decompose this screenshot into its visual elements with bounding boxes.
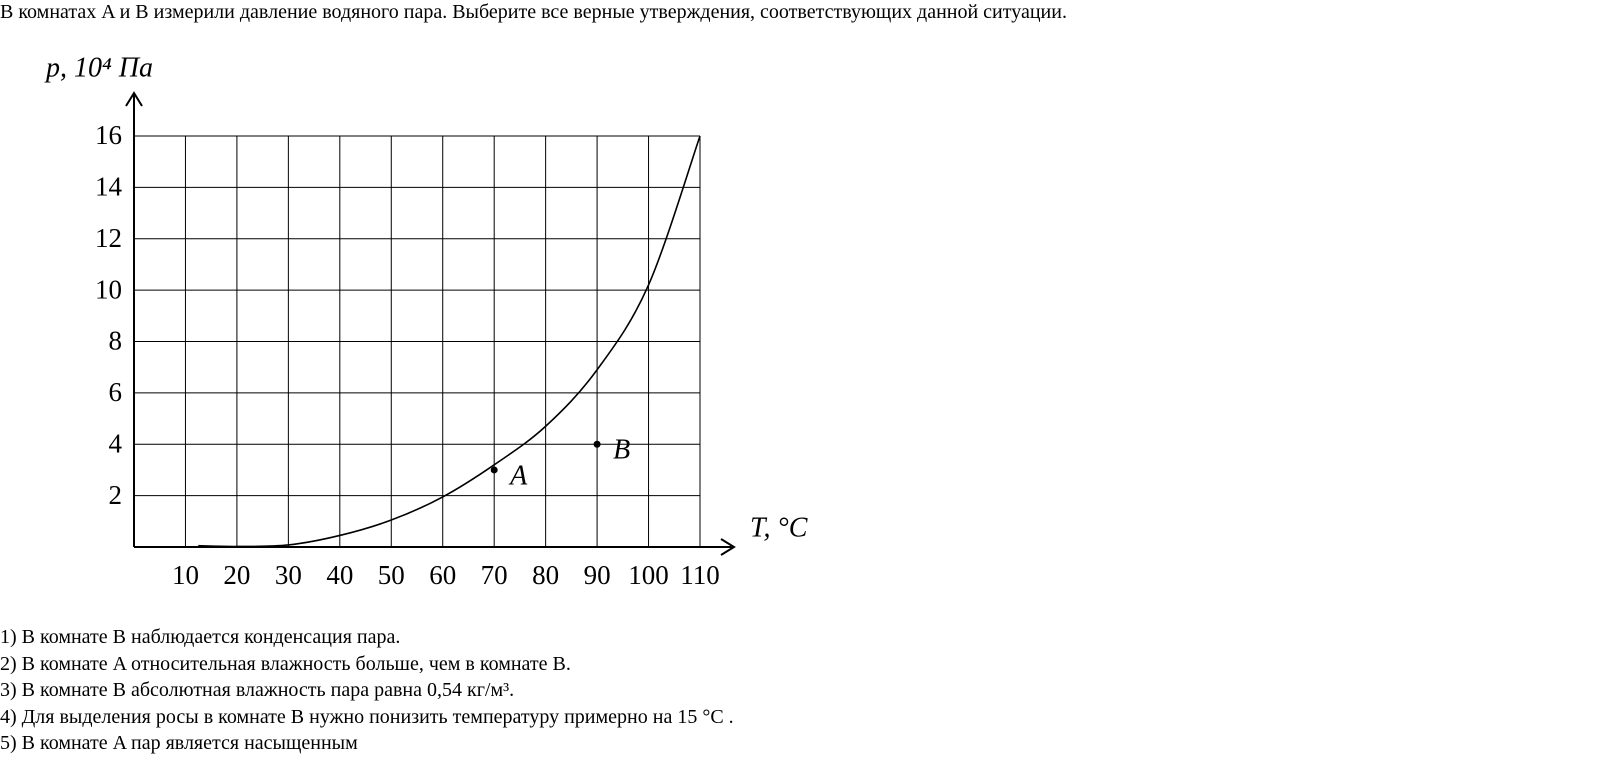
point-label: B bbox=[613, 435, 630, 466]
option: 2) В комнате A относительная влажность б… bbox=[0, 652, 571, 675]
options: 1) В комнате B наблюдается конденсация п… bbox=[0, 624, 734, 757]
y-tick-label: 16 bbox=[95, 120, 122, 150]
option: 1) В комнате B наблюдается конденсация п… bbox=[0, 626, 401, 648]
x-tick-label: 50 bbox=[378, 560, 405, 590]
point bbox=[593, 440, 601, 448]
y-tick-label: 6 bbox=[109, 377, 123, 407]
y-tick-label: 4 bbox=[109, 428, 123, 458]
x-axis-label: T, °C bbox=[750, 512, 808, 543]
x-tick-label: 90 bbox=[584, 560, 611, 590]
x-tick-label: 20 bbox=[223, 560, 250, 590]
point-label: A bbox=[508, 460, 528, 491]
option: 5) В комнате A пар является насыщенным bbox=[0, 732, 358, 754]
chart: p, 10⁴ Па T, °C 10 20 30 40 50 60 70 80 90 100 110… bbox=[44, 52, 808, 590]
y-tick-label: 8 bbox=[109, 326, 123, 356]
y-axis-label: p, 10⁴ Па bbox=[44, 52, 153, 83]
y-tick-label: 2 bbox=[109, 480, 123, 510]
y-arrow bbox=[125, 91, 143, 107]
question: В комнатах A и B измерили давление водян… bbox=[0, 1, 1067, 23]
curve bbox=[198, 135, 701, 548]
y-tick-label: 12 bbox=[95, 223, 122, 253]
x-tick-label: 60 bbox=[429, 560, 456, 590]
x-tick-label: 30 bbox=[275, 560, 302, 590]
x-tick-label: 10 bbox=[172, 560, 199, 590]
option: 4) Для выделения росы в комнате B нужно … bbox=[0, 705, 734, 728]
point bbox=[490, 466, 498, 474]
option: 3) В комнате B абсолютная влажность пара… bbox=[0, 679, 515, 701]
x-tick-label: 80 bbox=[532, 560, 559, 590]
x-arrow bbox=[720, 538, 736, 556]
x-tick-label: 40 bbox=[326, 560, 353, 590]
y-tick-label: 14 bbox=[95, 172, 123, 202]
y-tick-label: 10 bbox=[95, 274, 122, 304]
x-tick-label: 70 bbox=[481, 560, 508, 590]
x-tick-label: 110 bbox=[680, 560, 720, 590]
x-tick-label: 100 bbox=[628, 560, 669, 590]
